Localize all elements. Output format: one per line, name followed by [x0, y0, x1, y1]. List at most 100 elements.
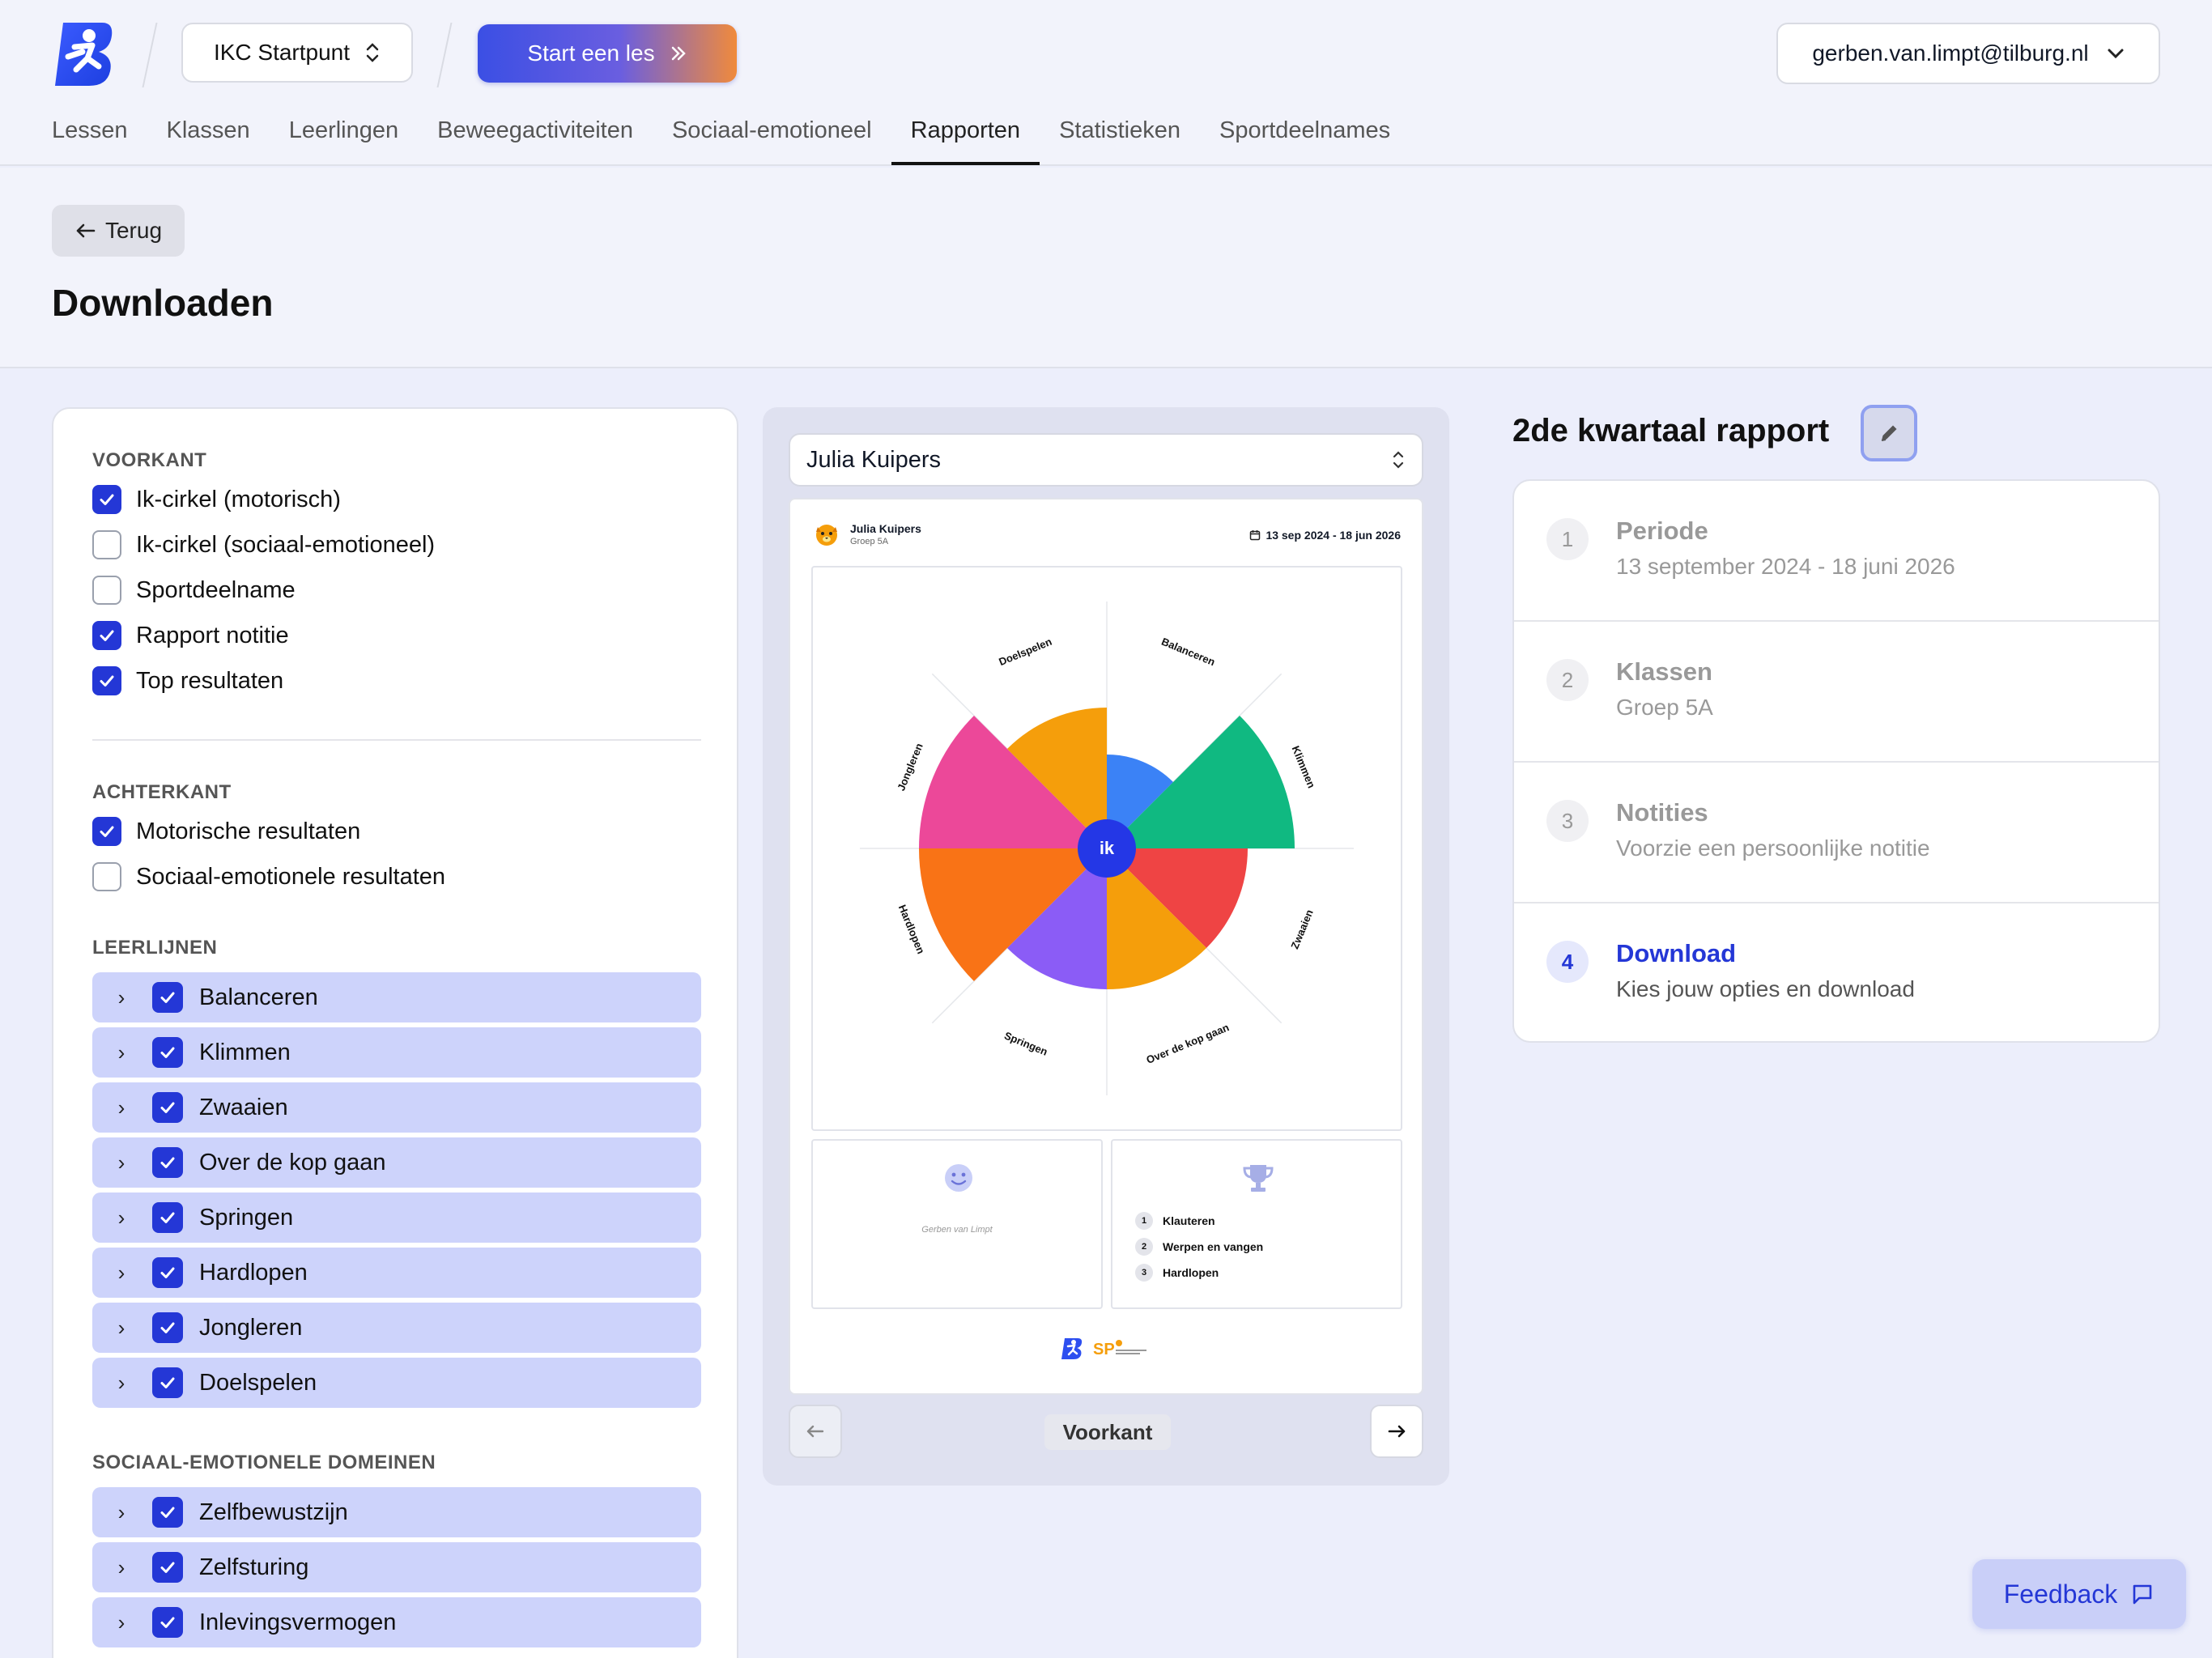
chevron-right-icon[interactable]: › — [117, 1150, 125, 1175]
front-checkbox[interactable] — [92, 621, 121, 650]
chevron-right-icon[interactable]: › — [117, 1499, 125, 1524]
front-option[interactable]: Rapport notitie — [92, 621, 289, 650]
step-number: 1 — [1546, 518, 1589, 560]
leerlijn-checkbox[interactable] — [152, 1367, 183, 1398]
domein-row[interactable]: › Zelfsturing — [92, 1542, 701, 1592]
nav-lessen[interactable]: Lessen — [52, 117, 128, 143]
chevron-down-icon — [2108, 49, 2124, 59]
front-option[interactable]: Top resultaten — [92, 666, 283, 695]
back-checkbox[interactable] — [92, 817, 121, 846]
leerlijn-row[interactable]: › Balanceren — [92, 972, 701, 1022]
domein-row[interactable]: › Inlevingsvermogen — [92, 1597, 701, 1647]
student-select[interactable]: Julia Kuipers — [789, 433, 1423, 487]
step-description: Voorzie een persoonlijke notitie — [1616, 835, 1930, 861]
leerlijn-label: Doelspelen — [199, 1369, 317, 1396]
nav-leerlingen[interactable]: Leerlingen — [288, 117, 399, 143]
leerlijn-row[interactable]: › Springen — [92, 1192, 701, 1243]
chevron-right-icon[interactable]: › — [117, 984, 125, 1010]
leerlijn-row[interactable]: › Zwaaien — [92, 1082, 701, 1133]
ik-cirkel-chart-box: Balanceren Klimmen Zwaaien Over de kop gaan… — [811, 566, 1402, 1131]
chart-wedge-jongleren — [919, 715, 1107, 848]
front-checkbox[interactable] — [92, 666, 121, 695]
front-checkbox[interactable] — [92, 485, 121, 514]
chevron-right-icon[interactable]: › — [117, 1205, 125, 1230]
front-option[interactable]: Ik-cirkel (sociaal-emotioneel) — [92, 530, 435, 559]
domein-row[interactable]: › Zelfbewustzijn — [92, 1487, 701, 1537]
top-result-label: Werpen en vangen — [1163, 1240, 1264, 1253]
nav-rapporten[interactable]: Rapporten — [891, 113, 1040, 165]
chart-category-label: Over de kop gaan — [1145, 1021, 1231, 1066]
back-option[interactable]: Motorische resultaten — [92, 817, 360, 846]
step-periode[interactable]: 1 Periode 13 september 2024 - 18 juni 2026 — [1514, 481, 2159, 622]
user-menu-button[interactable]: gerben.van.limpt@tilburg.nl — [1776, 23, 2160, 84]
leerlijn-checkbox[interactable] — [152, 1037, 183, 1068]
preview-date-text: 13 sep 2024 - 18 jun 2026 — [1266, 529, 1401, 542]
step-number: 4 — [1546, 941, 1589, 983]
nav-statistieken[interactable]: Statistieken — [1059, 117, 1180, 143]
chart-category-label: Doelspelen — [997, 636, 1053, 668]
top-result-label: Klauteren — [1163, 1214, 1215, 1227]
chevron-right-icon[interactable]: › — [117, 1370, 125, 1395]
next-page-button[interactable] — [1370, 1405, 1423, 1458]
domein-checkbox[interactable] — [152, 1552, 183, 1583]
chevron-right-icon[interactable]: › — [117, 1315, 125, 1340]
edit-report-button[interactable] — [1861, 405, 1917, 461]
leerlijn-row[interactable]: › Hardlopen — [92, 1248, 701, 1298]
leerlijn-checkbox[interactable] — [152, 1312, 183, 1343]
user-email: gerben.van.limpt@tilburg.nl — [1812, 40, 2089, 66]
preview-student-name: Julia Kuipers — [850, 522, 921, 535]
back-option-label: Motorische resultaten — [136, 818, 361, 844]
start-lesson-button[interactable]: Start een les — [478, 24, 737, 83]
back-option[interactable]: Sociaal-emotionele resultaten — [92, 862, 445, 891]
nav-klassen[interactable]: Klassen — [166, 117, 250, 143]
back-label: Terug — [104, 218, 163, 243]
report-page-preview: Julia Kuipers Groep 5A 13 sep 2024 - 18 … — [789, 498, 1423, 1395]
leerlijn-row[interactable]: › Doelspelen — [92, 1358, 701, 1408]
back-button[interactable]: Terug — [52, 205, 185, 257]
chevron-right-icon[interactable]: › — [117, 1609, 125, 1635]
leerlijn-row[interactable]: › Jongleren — [92, 1303, 701, 1353]
nav-sociaal-emotioneel[interactable]: Sociaal-emotioneel — [671, 117, 872, 143]
chart-wedge-hardlopen — [919, 848, 1107, 982]
previous-page-button[interactable] — [789, 1405, 842, 1458]
leerlijn-checkbox[interactable] — [152, 982, 183, 1013]
domein-checkbox[interactable] — [152, 1607, 183, 1638]
header-divider — [436, 23, 453, 87]
leerlijn-label: Klimmen — [199, 1039, 291, 1065]
arrow-left-icon — [76, 223, 96, 238]
chevron-right-icon[interactable]: › — [117, 1039, 125, 1065]
back-checkbox[interactable] — [92, 862, 121, 891]
nav-sportdeelnames[interactable]: Sportdeelnames — [1219, 117, 1391, 143]
section-front-title: VOORKANT — [92, 449, 207, 471]
section-domeinen-title: SOCIAAL-EMOTIONELE DOMEINEN — [92, 1452, 436, 1473]
nav-beweegactiviteiten[interactable]: Beweegactiviteiten — [437, 117, 633, 143]
domein-checkbox[interactable] — [152, 1497, 183, 1528]
app-logo-icon[interactable] — [52, 19, 117, 89]
front-option[interactable]: Ik-cirkel (motorisch) — [92, 485, 341, 514]
chart-category-label: Jongleren — [895, 742, 925, 793]
step-klassen[interactable]: 2 Klassen Groep 5A — [1514, 622, 2159, 763]
front-checkbox[interactable] — [92, 576, 121, 605]
leerlijn-checkbox[interactable] — [152, 1257, 183, 1288]
front-checkbox[interactable] — [92, 530, 121, 559]
feedback-button[interactable]: Feedback — [1972, 1559, 2186, 1629]
leerlijn-row[interactable]: › Klimmen — [92, 1027, 701, 1078]
front-option[interactable]: Sportdeelname — [92, 576, 296, 605]
step-notities[interactable]: 3 Notities Voorzie een persoonlijke notiti… — [1514, 763, 2159, 903]
chevron-right-icon[interactable]: › — [117, 1554, 125, 1579]
chevron-right-icon[interactable]: › — [117, 1260, 125, 1285]
report-preview-panel: Julia Kuipers Julia Kuipers Groep 5A 13 … — [763, 407, 1449, 1486]
main-nav: Lessen Klassen Leerlingen Beweegactivite… — [52, 113, 1410, 165]
chart-wedge-klimmen — [1107, 715, 1295, 848]
school-selector[interactable]: IKC Startpunt — [181, 23, 413, 83]
bewegen-logo-icon — [1061, 1338, 1083, 1359]
front-option-label: Sportdeelname — [136, 576, 296, 603]
pencil-icon — [1881, 425, 1897, 441]
leerlijn-checkbox[interactable] — [152, 1092, 183, 1123]
leerlijn-row[interactable]: › Over de kop gaan — [92, 1137, 701, 1188]
step-download[interactable]: 4 Download Kies jouw opties en download — [1514, 903, 2159, 1041]
leerlijn-checkbox[interactable] — [152, 1147, 183, 1178]
leerlijn-checkbox[interactable] — [152, 1202, 183, 1233]
chevron-right-icon[interactable]: › — [117, 1095, 125, 1120]
domein-label: Zelfbewustzijn — [199, 1499, 348, 1525]
